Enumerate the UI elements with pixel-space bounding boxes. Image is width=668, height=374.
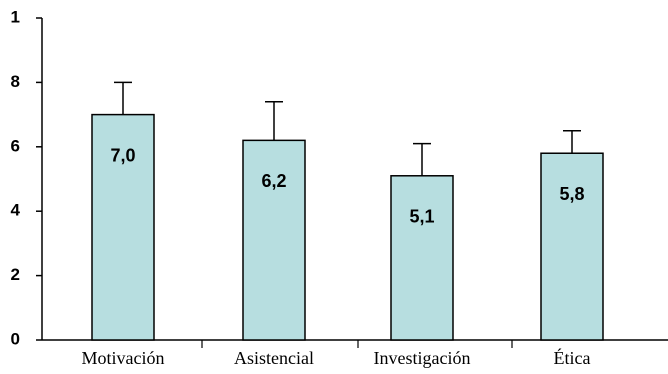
bar xyxy=(242,139,306,341)
bar xyxy=(540,152,604,341)
y-tick-label: 0 xyxy=(11,329,20,348)
y-tick-label: 2 xyxy=(11,265,20,284)
x-tick-label: Asistencial xyxy=(234,348,314,368)
data-label: 6,2 xyxy=(261,171,286,191)
bar xyxy=(91,113,155,341)
bar xyxy=(390,175,454,341)
y-tick-label: 4 xyxy=(11,201,21,220)
data-label: 7,0 xyxy=(110,145,135,165)
data-label: 5,8 xyxy=(559,184,584,204)
y-tick-label: 1 xyxy=(11,7,20,26)
x-tick-label: Investigación xyxy=(374,348,471,368)
x-tick-label: Motivación xyxy=(82,348,165,368)
data-label: 5,1 xyxy=(409,207,434,227)
y-tick-label: 6 xyxy=(11,136,20,155)
x-tick-label: Ética xyxy=(554,347,591,368)
y-tick-label: 8 xyxy=(11,72,20,91)
